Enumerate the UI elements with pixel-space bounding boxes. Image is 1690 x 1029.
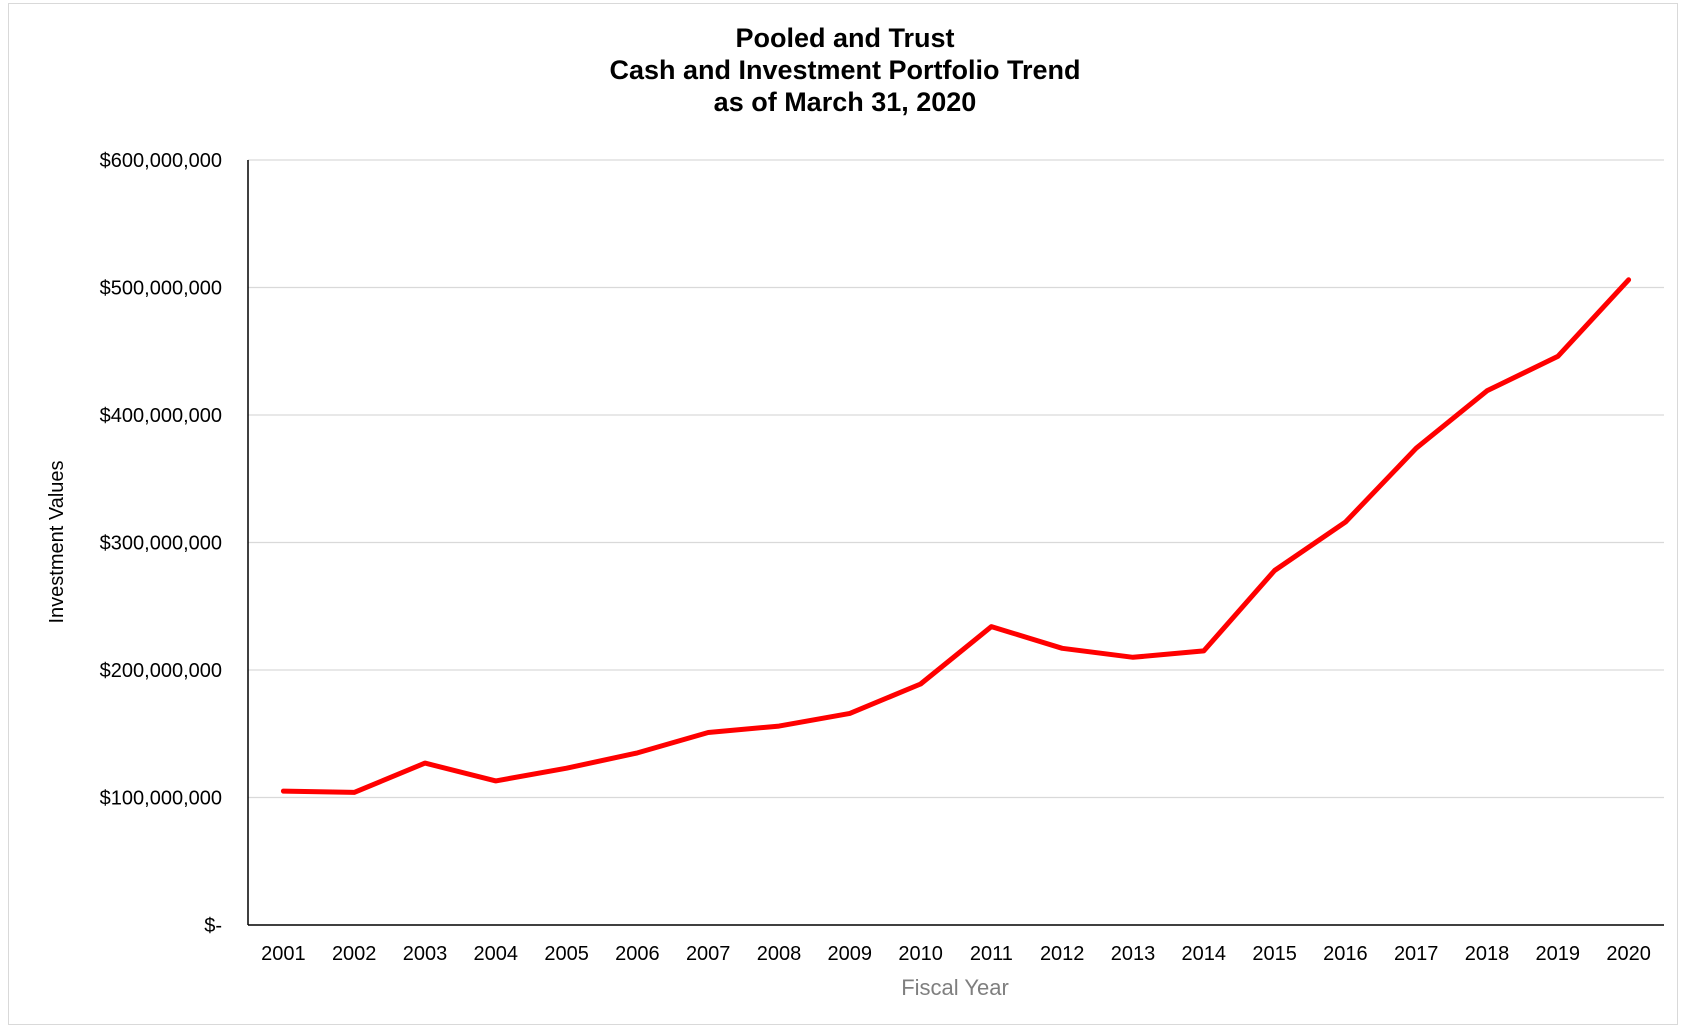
x-tick-labels: 2001 2002 2003 2004 2005 2006 2007 2008 2009 2010… — [261, 943, 1651, 965]
x-tick-label: 2009 — [828, 943, 873, 965]
chart-title-line-1: Pooled and Trust — [735, 23, 955, 53]
x-tick-label: 2013 — [1111, 943, 1156, 965]
x-tick-label: 2003 — [403, 943, 448, 965]
y-axis-label: Investment Values — [46, 460, 68, 623]
x-tick-label: 2015 — [1252, 943, 1297, 965]
x-tick-label: 2002 — [332, 943, 377, 965]
y-tick-label: $600,000,000 — [100, 150, 222, 172]
x-tick-label: 2019 — [1536, 943, 1581, 965]
chart-title-line-3: as of March 31, 2020 — [713, 87, 977, 117]
axes — [247, 160, 1664, 926]
x-tick-label: 2014 — [1182, 943, 1227, 965]
x-tick-label: 2020 — [1606, 943, 1651, 965]
series-lines — [280, 277, 1632, 795]
chart-frame — [8, 3, 1678, 1025]
x-tick-label: 2008 — [757, 943, 802, 965]
y-tick-labels: $- $100,000,000 $200,000,000 $300,000,000 $4… — [100, 150, 222, 937]
y-tick-label: $500,000,000 — [100, 278, 222, 300]
x-tick-label: 2011 — [970, 943, 1013, 965]
x-axis-label: Fiscal Year — [901, 975, 1009, 1000]
chart-title: Pooled and Trust Cash and Investment Por… — [0, 22, 1690, 118]
x-tick-label: 2018 — [1465, 943, 1510, 965]
y-tick-label: $- — [204, 915, 222, 937]
x-tick-label: 2004 — [474, 943, 519, 965]
y-tick-label: $300,000,000 — [100, 533, 222, 555]
x-tick-label: 2007 — [686, 943, 731, 965]
series-line — [280, 277, 1632, 795]
x-tick-label: 2016 — [1323, 943, 1368, 965]
y-tick-label: $100,000,000 — [100, 788, 222, 810]
y-tick-label: $200,000,000 — [100, 660, 222, 682]
x-tick-label: 2006 — [615, 943, 660, 965]
gridlines — [248, 159, 1664, 799]
x-tick-label: 2001 — [261, 943, 306, 965]
chart-title-line-2: Cash and Investment Portfolio Trend — [609, 55, 1081, 85]
y-tick-label: $400,000,000 — [100, 405, 222, 427]
x-tick-label: 2010 — [898, 943, 943, 965]
x-tick-label: 2012 — [1040, 943, 1085, 965]
x-tick-label: 2017 — [1394, 943, 1439, 965]
x-tick-label: 2005 — [544, 943, 589, 965]
